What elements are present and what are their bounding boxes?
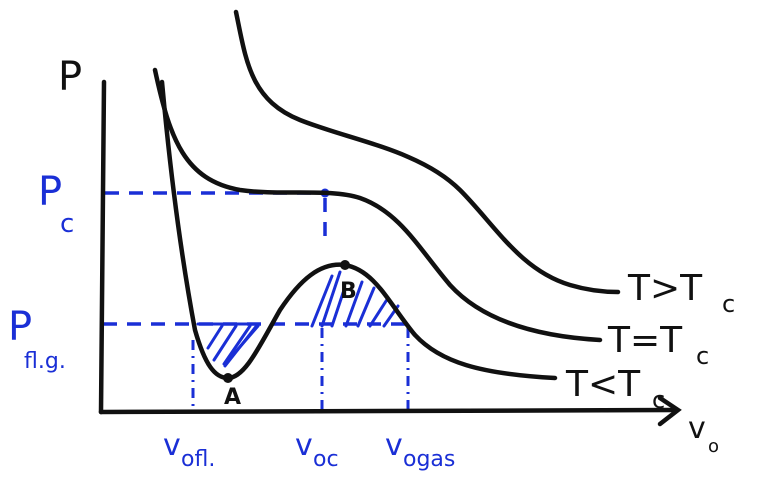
v-oc-label: v oc <box>295 428 339 472</box>
svg-text:c: c <box>696 342 709 370</box>
svg-text:ogas: ogas <box>403 447 455 472</box>
isotherm-above-critical <box>233 9 621 295</box>
svg-text:fl.g.: fl.g. <box>24 349 66 374</box>
isotherms <box>152 9 621 381</box>
y-axis-label: P <box>58 54 82 100</box>
svg-text:T>T: T>T <box>627 268 703 309</box>
point-b-marker <box>340 260 350 270</box>
fl-g-pressure-label: P fl.g. <box>8 304 66 374</box>
svg-text:ofl.: ofl. <box>181 447 215 472</box>
svg-text:T=T: T=T <box>607 320 683 361</box>
critical-pressure-label: P c <box>38 169 74 239</box>
svg-text:v: v <box>163 428 181 463</box>
svg-text:P: P <box>8 304 32 350</box>
x-axis-label-main: v <box>688 411 706 446</box>
svg-text:c: c <box>60 209 74 239</box>
curve-label-below-critical: T<T c <box>565 364 665 414</box>
y-axis <box>98 79 107 415</box>
svg-text:v: v <box>295 428 313 463</box>
dashed-guides <box>103 191 410 326</box>
x-axis <box>98 407 679 415</box>
hatched-area-right <box>310 270 400 328</box>
svg-text:v: v <box>385 428 403 463</box>
point-a-marker <box>223 373 233 383</box>
point-a-label: A <box>224 385 241 410</box>
svg-text:oc: oc <box>313 447 339 472</box>
curve-label-critical: T=T c <box>607 320 709 370</box>
curve-label-above-critical: T>T c <box>627 268 735 318</box>
x-axis-arrowhead <box>657 395 682 427</box>
isotherm-critical <box>152 67 603 343</box>
axes <box>98 79 682 427</box>
point-b-label: B <box>340 279 357 304</box>
x-axis-label: v o <box>688 411 719 457</box>
svg-text:T<T: T<T <box>565 364 641 405</box>
isotherm-below-critical <box>159 79 558 381</box>
svg-text:c: c <box>652 386 665 414</box>
dotted-guides <box>191 328 410 410</box>
v-ogas-label: v ogas <box>385 428 455 472</box>
svg-text:c: c <box>722 290 735 318</box>
x-axis-label-sub: o <box>708 436 719 457</box>
svg-text:P: P <box>38 169 62 215</box>
v-ofl-label: v ofl. <box>163 428 215 472</box>
